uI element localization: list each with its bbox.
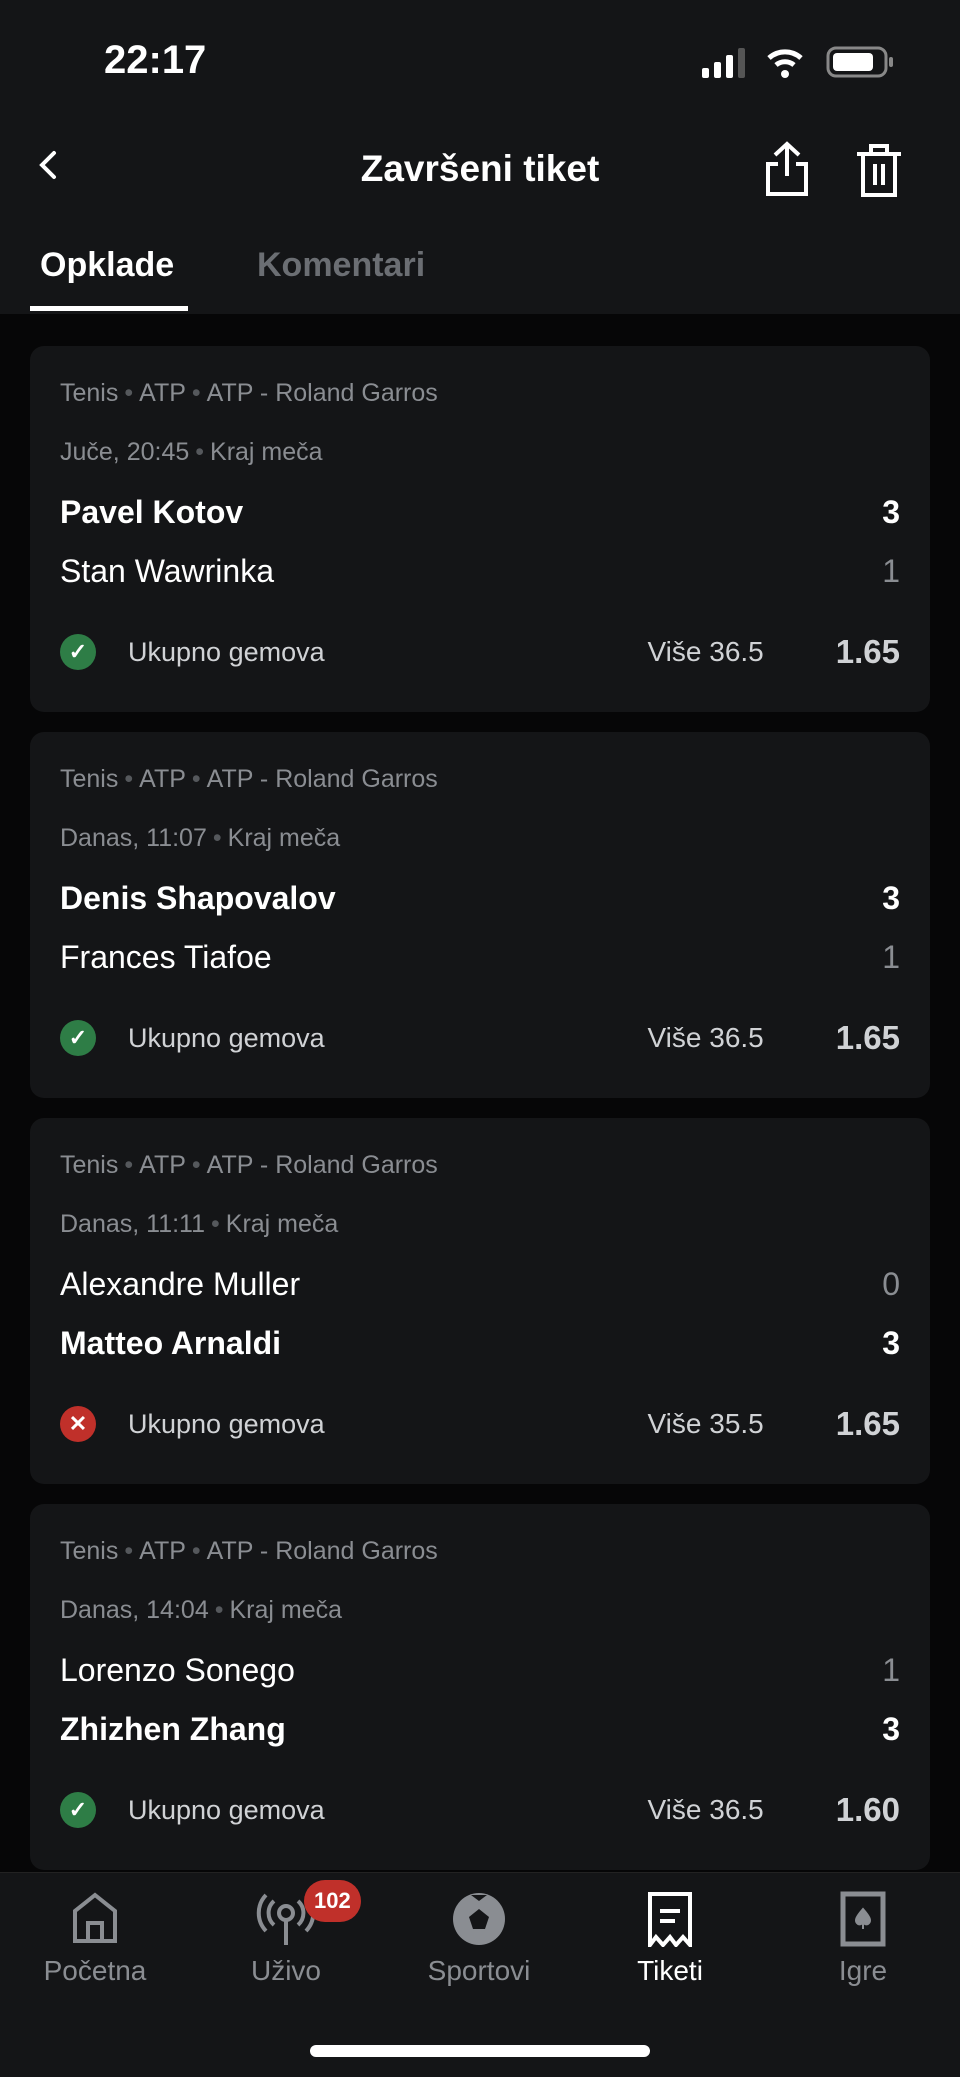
competition-breadcrumb: Tenis • ATP • ATP - Roland Garros bbox=[60, 379, 438, 407]
team-row: Pavel Kotov 3 bbox=[60, 494, 900, 531]
odd-value: 1.60 bbox=[835, 1791, 900, 1828]
team-name: Denis Shapovalov bbox=[60, 880, 336, 916]
team-name: Stan Wawrinka bbox=[60, 553, 274, 589]
bet-row: ✓ Ukupno gemova Više 36.5 1.65 bbox=[60, 1017, 900, 1059]
bottom-nav: Početna Uživo Sportovi Tiketi Igre bbox=[0, 1872, 960, 2077]
market-label: Ukupno gemova bbox=[128, 1794, 325, 1825]
competition-breadcrumb: Tenis • ATP • ATP - Roland Garros bbox=[60, 1151, 438, 1179]
team-score: 1 bbox=[882, 1652, 900, 1688]
check-icon: ✓ bbox=[60, 1020, 96, 1056]
bet-row: ✓ Ukupno gemova Više 36.5 1.60 bbox=[60, 1789, 900, 1831]
team-score: 3 bbox=[882, 494, 900, 530]
soccer-ball-icon bbox=[453, 1893, 505, 1945]
battery-icon bbox=[826, 46, 893, 78]
home-indicator[interactable] bbox=[310, 2045, 650, 2057]
team-score: 3 bbox=[882, 1325, 900, 1361]
playing-card-icon bbox=[840, 1891, 886, 1947]
team-score: 1 bbox=[882, 553, 900, 589]
team-row: Frances Tiafoe 1 bbox=[60, 939, 900, 976]
bet-card[interactable]: Tenis • ATP • ATP - Roland Garros Danas, 14:… bbox=[30, 1504, 930, 1870]
top-bar: 22:17 Završeni tiket Opklade Komentari bbox=[0, 0, 960, 314]
market-label: Ukupno gemova bbox=[128, 1408, 325, 1439]
team-score: 1 bbox=[882, 939, 900, 975]
match-time: Danas, 11:11 • Kraj meča bbox=[60, 1210, 339, 1238]
competition-breadcrumb: Tenis • ATP • ATP - Roland Garros bbox=[60, 1537, 438, 1565]
team-name: Zhizhen Zhang bbox=[60, 1711, 286, 1747]
team-row: Denis Shapovalov 3 bbox=[60, 880, 900, 917]
team-row: Matteo Arnaldi 3 bbox=[60, 1325, 900, 1362]
team-name: Alexandre Muller bbox=[60, 1266, 301, 1302]
match-time: Juče, 20:45 • Kraj meča bbox=[60, 438, 323, 466]
team-name: Frances Tiafoe bbox=[60, 939, 272, 975]
team-name: Pavel Kotov bbox=[60, 494, 244, 530]
share-icon[interactable] bbox=[762, 140, 812, 200]
match-time: Danas, 11:07 • Kraj meča bbox=[60, 824, 341, 852]
back-chevron-icon[interactable] bbox=[30, 145, 70, 185]
bet-row: ✓ Ukupno gemova Više 36.5 1.65 bbox=[60, 631, 900, 673]
ticket-icon bbox=[648, 1892, 692, 1947]
active-tab-indicator bbox=[30, 306, 188, 311]
pick-label: Više 35.5 bbox=[647, 1408, 764, 1439]
live-antenna-icon bbox=[256, 1893, 316, 1945]
pick-label: Više 36.5 bbox=[647, 636, 764, 667]
page-title: Završeni tiket bbox=[360, 148, 600, 189]
team-row: Zhizhen Zhang 3 bbox=[60, 1711, 900, 1748]
tab-komentari[interactable]: Komentari bbox=[257, 246, 426, 284]
cross-icon: ✕ bbox=[60, 1406, 96, 1442]
team-score: 3 bbox=[882, 1711, 900, 1747]
check-icon: ✓ bbox=[60, 634, 96, 670]
bet-row: ✕ Ukupno gemova Više 35.5 1.65 bbox=[60, 1403, 900, 1445]
bet-card[interactable]: Tenis • ATP • ATP - Roland Garros Danas, 11:… bbox=[30, 732, 930, 1098]
odd-value: 1.65 bbox=[835, 633, 900, 670]
market-label: Ukupno gemova bbox=[128, 1022, 325, 1053]
nav-igre[interactable]: Igre bbox=[788, 1891, 938, 1987]
nav-sportovi[interactable]: Sportovi bbox=[404, 1891, 554, 1987]
pick-label: Više 36.5 bbox=[647, 1022, 764, 1053]
market-label: Ukupno gemova bbox=[128, 636, 325, 667]
team-row: Lorenzo Sonego 1 bbox=[60, 1652, 900, 1689]
team-name: Matteo Arnaldi bbox=[60, 1325, 282, 1361]
check-icon: ✓ bbox=[60, 1792, 96, 1828]
tab-opklade[interactable]: Opklade bbox=[40, 246, 175, 284]
wifi-icon bbox=[767, 49, 803, 78]
trash-icon[interactable] bbox=[854, 140, 904, 200]
home-icon bbox=[73, 1892, 117, 1943]
team-name: Lorenzo Sonego bbox=[60, 1652, 295, 1688]
team-score: 0 bbox=[882, 1266, 900, 1302]
team-score: 3 bbox=[882, 880, 900, 916]
nav-uzivo[interactable]: Uživo bbox=[211, 1891, 361, 1987]
status-time: 22:17 bbox=[104, 38, 207, 82]
live-count-badge: 102 bbox=[304, 1880, 361, 1922]
signal-icon bbox=[702, 48, 745, 78]
bet-card[interactable]: Tenis • ATP • ATP - Roland Garros Juče, 20:4… bbox=[30, 346, 930, 712]
nav-pocetna[interactable]: Početna bbox=[20, 1891, 170, 1987]
odd-value: 1.65 bbox=[835, 1019, 900, 1056]
team-row: Alexandre Muller 0 bbox=[60, 1266, 900, 1303]
pick-label: Više 36.5 bbox=[647, 1794, 764, 1825]
match-time: Danas, 14:04 • Kraj meča bbox=[60, 1596, 343, 1624]
competition-breadcrumb: Tenis • ATP • ATP - Roland Garros bbox=[60, 765, 438, 793]
nav-tiketi[interactable]: Tiketi bbox=[595, 1891, 745, 1987]
odd-value: 1.65 bbox=[835, 1405, 900, 1442]
team-row: Stan Wawrinka 1 bbox=[60, 553, 900, 590]
bet-card[interactable]: Tenis • ATP • ATP - Roland Garros Danas, 11:… bbox=[30, 1118, 930, 1484]
